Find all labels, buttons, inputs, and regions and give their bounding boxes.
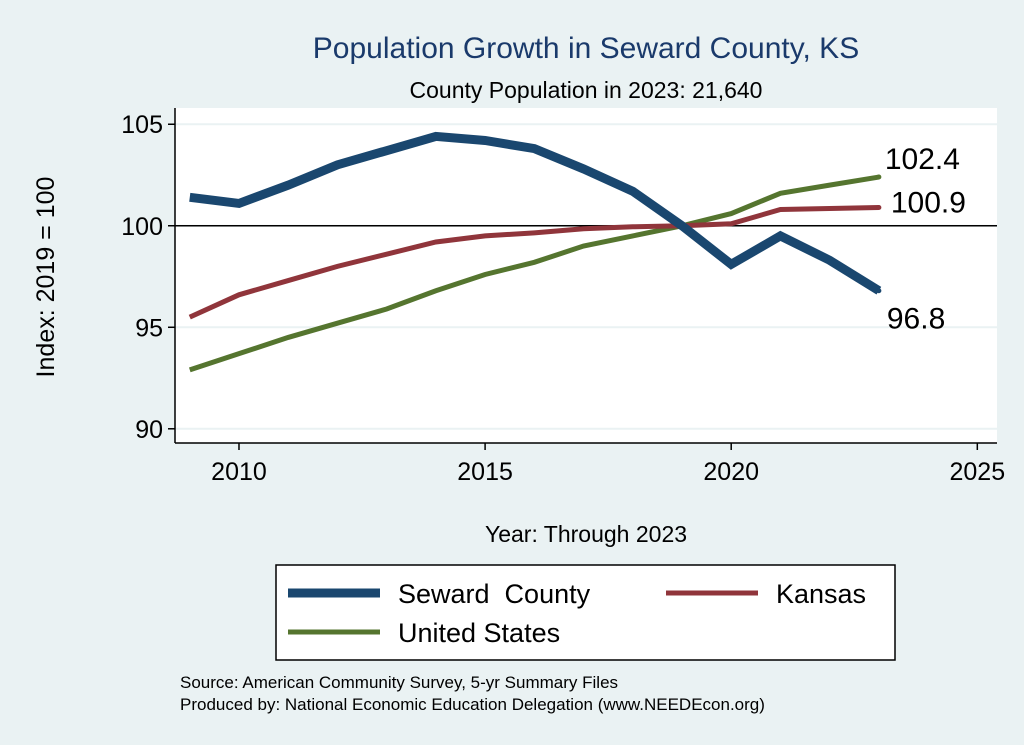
end-label: 102.4	[885, 143, 960, 176]
legend-label-seward: Seward County	[398, 579, 591, 609]
x-tick-label: 2020	[703, 458, 759, 486]
x-tick-label: 2025	[949, 458, 1005, 486]
legend-label-kansas: Kansas	[776, 579, 866, 609]
y-tick-label: 105	[121, 111, 163, 139]
end-label: 100.9	[891, 186, 966, 219]
y-tick-label: 90	[135, 416, 163, 444]
end-label: 96.8	[887, 303, 945, 336]
end-marker	[876, 288, 882, 294]
series-line-kansas	[188, 204, 879, 320]
x-tick-label: 2015	[457, 458, 513, 486]
legend-box	[275, 564, 896, 661]
y-axis-label: Index: 2019 = 100	[32, 177, 60, 378]
legend: Seward County Kansas United States	[275, 564, 896, 661]
y-tick-label: 100	[121, 213, 163, 241]
chart-title: Population Growth in Seward County, KS	[313, 32, 859, 65]
end-marker	[876, 204, 882, 210]
series-line-united-states	[188, 174, 880, 373]
legend-label-us: United States	[398, 618, 560, 648]
chart-subtitle: County Population in 2023: 21,640	[410, 77, 763, 103]
producer-note: Produced by: National Economic Education…	[180, 695, 765, 714]
source-note: Source: American Community Survey, 5-yr …	[180, 673, 618, 692]
series-line-seward-county	[189, 131, 882, 295]
end-marker	[876, 174, 882, 180]
y-tick-label: 95	[135, 314, 163, 342]
x-tick-label: 2010	[211, 458, 267, 486]
x-axis-label: Year: Through 2023	[485, 521, 687, 547]
